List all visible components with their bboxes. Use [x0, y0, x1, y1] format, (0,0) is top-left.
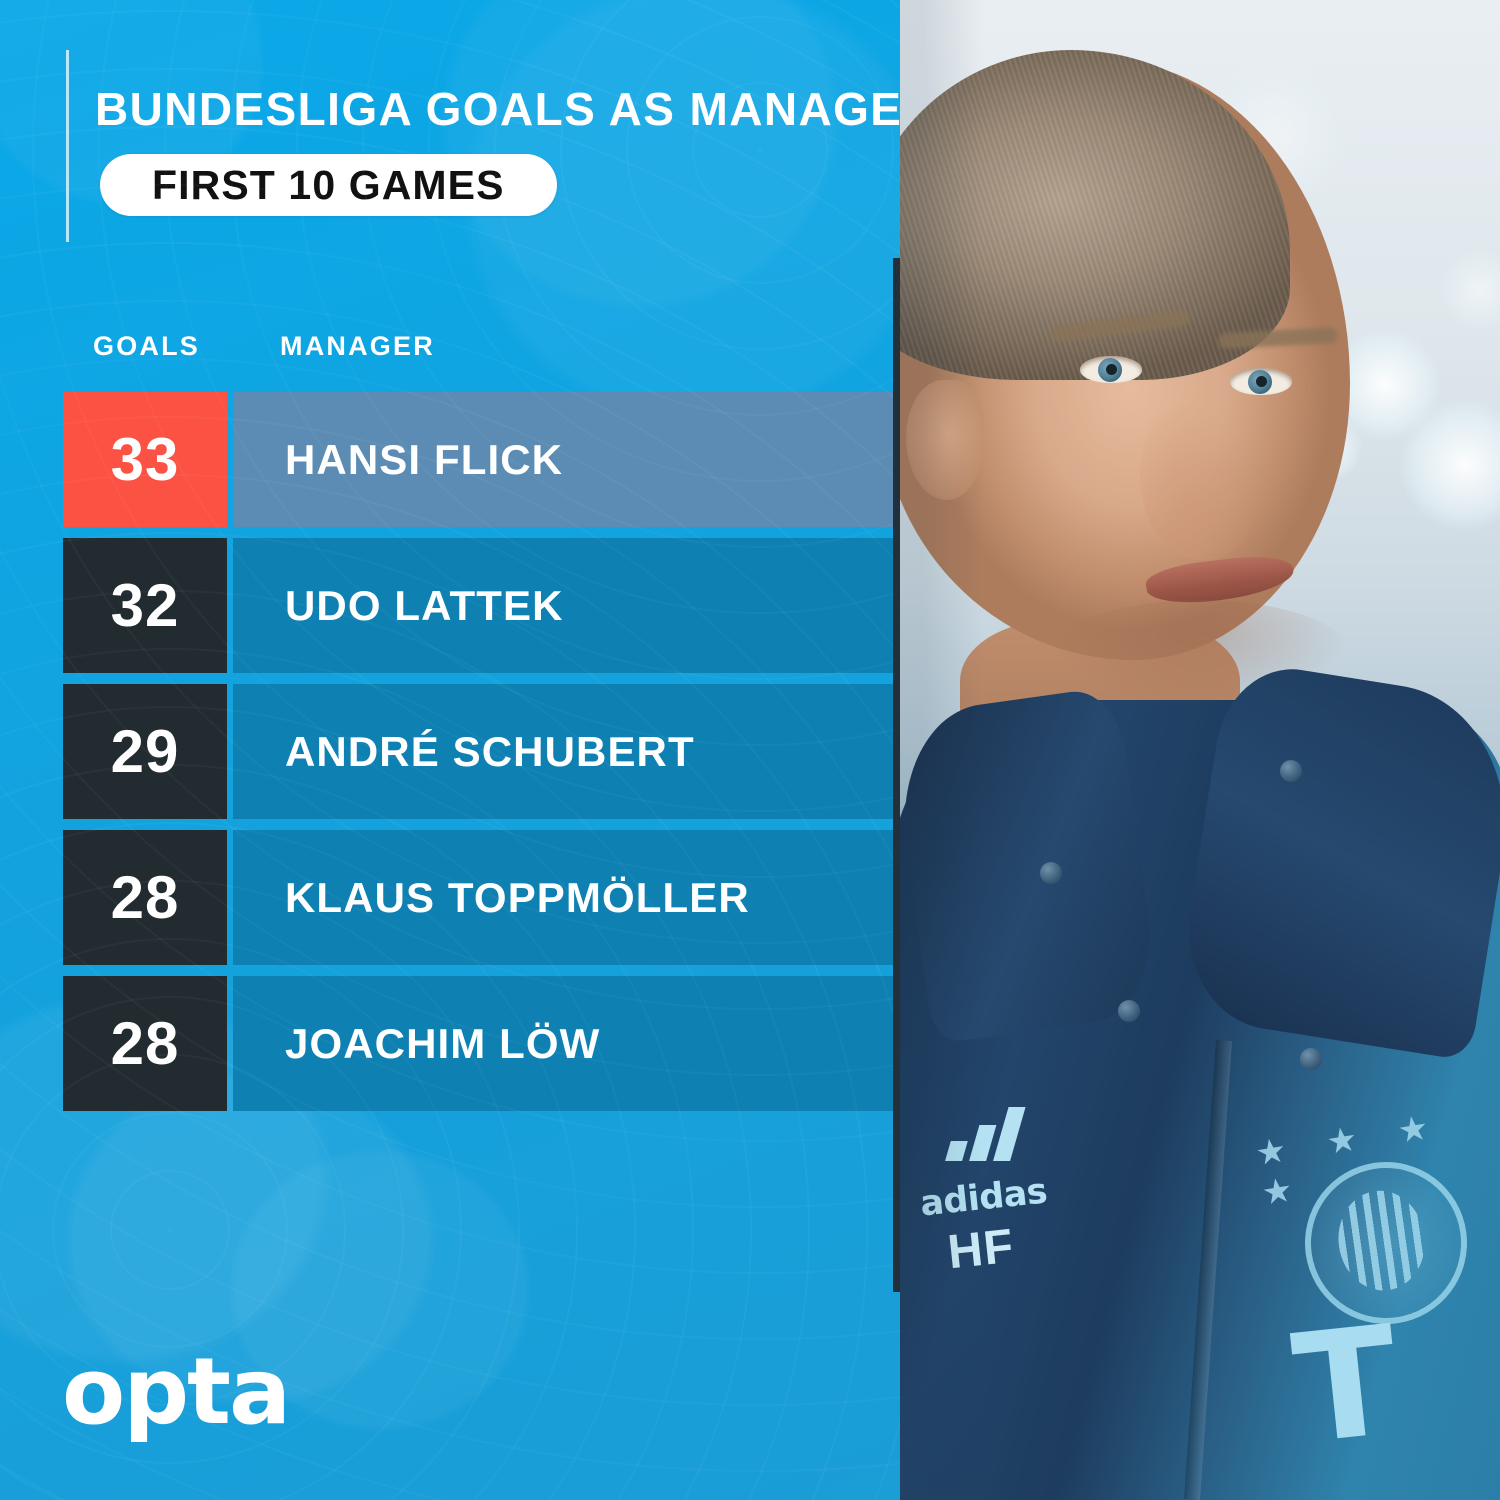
table-row: 28 KLAUS TOPPMÖLLER — [0, 830, 900, 965]
sponsor-logo: T — [1286, 1294, 1407, 1478]
pupil — [1256, 376, 1267, 387]
jacket-initials: HF — [945, 1219, 1017, 1280]
goals-badge: 32 — [63, 538, 227, 673]
manager-bar: JOACHIM LÖW — [233, 976, 893, 1111]
jacket-stud — [1280, 760, 1302, 782]
goals-value: 33 — [110, 425, 180, 493]
bokeh-light — [1440, 250, 1500, 330]
jacket-stud — [1300, 1048, 1322, 1070]
column-header-goals: GOALS — [93, 331, 201, 361]
manager-bar: HANSI FLICK — [233, 392, 893, 527]
manager-name: JOACHIM LÖW — [285, 1019, 601, 1067]
manager-name: ANDRÉ SCHUBERT — [285, 727, 695, 775]
manager-bar: KLAUS TOPPMÖLLER — [233, 830, 893, 965]
ear — [906, 380, 984, 500]
table-row: 29 ANDRÉ SCHUBERT — [0, 684, 900, 819]
pupil — [1106, 364, 1117, 375]
adidas-logo-icon — [945, 1107, 1026, 1161]
subtitle-label: FIRST 10 GAMES — [152, 161, 505, 208]
manager-name: KLAUS TOPPMÖLLER — [285, 873, 750, 921]
eye — [1080, 356, 1142, 383]
jacket-stud — [1118, 1000, 1140, 1022]
jacket-collar-right — [1173, 658, 1500, 1062]
manager-name: UDO LATTEK — [285, 581, 564, 629]
bokeh-light — [1400, 400, 1500, 530]
goals-value: 28 — [110, 1009, 180, 1077]
goals-badge: 28 — [63, 976, 227, 1111]
nose — [1140, 400, 1260, 560]
goals-badge: 29 — [63, 684, 227, 819]
manager-bar: ANDRÉ SCHUBERT — [233, 684, 893, 819]
goals-value: 32 — [110, 571, 180, 639]
ranking-table: 33 HANSI FLICK 32 UDO LATTEK 29 — [0, 392, 900, 1122]
table-row: 32 UDO LATTEK — [0, 538, 900, 673]
jacket-collar-left — [900, 685, 1162, 1045]
subtitle-pill: FIRST 10 GAMES — [100, 154, 557, 216]
jacket-stud — [1040, 862, 1062, 884]
goals-value: 28 — [110, 863, 180, 931]
manager-bar: UDO LATTEK — [233, 538, 893, 673]
table-row: 33 HANSI FLICK — [0, 392, 900, 527]
goals-badge: 28 — [63, 830, 227, 965]
goals-value: 29 — [110, 717, 180, 785]
title-accent-rule — [66, 50, 69, 242]
manager-name: HANSI FLICK — [285, 435, 564, 483]
opta-logo: opta — [62, 1338, 291, 1445]
subject-photo: adidas HF ★ ★ ★ ★ T — [900, 0, 1500, 1500]
left-content-panel: BUNDESLIGA GOALS AS MANAGER FIRST 10 GAM… — [0, 0, 936, 1500]
goals-badge: 33 — [63, 392, 227, 527]
table-row: 28 JOACHIM LÖW — [0, 976, 900, 1111]
page-title: BUNDESLIGA GOALS AS MANAGER — [95, 83, 937, 135]
eye — [1230, 368, 1292, 395]
column-header-manager: MANAGER — [280, 331, 435, 361]
